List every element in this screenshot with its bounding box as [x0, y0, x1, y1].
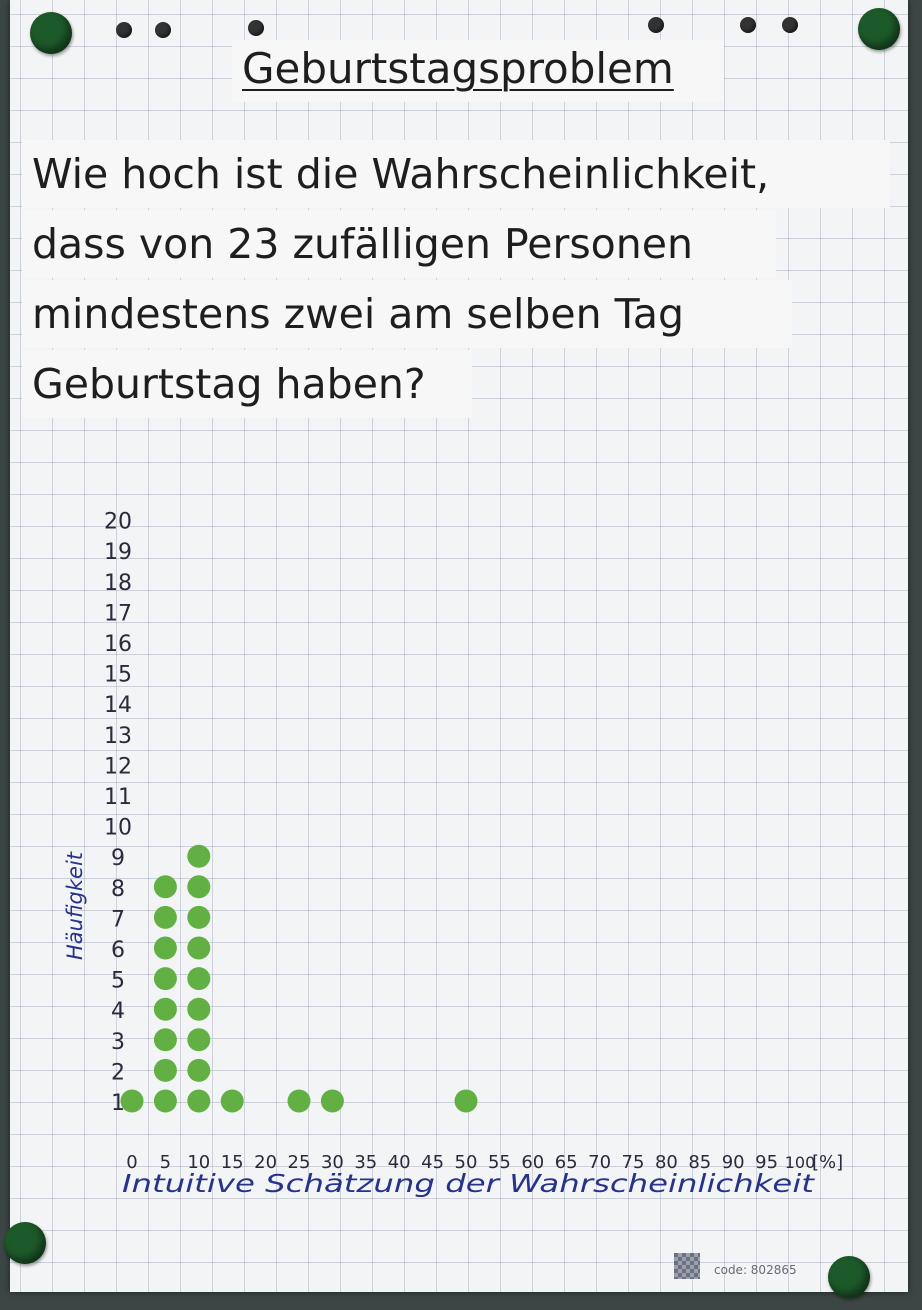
x-tick-label: 40 [388, 1152, 411, 1173]
y-tick-label: 6 [111, 938, 125, 963]
data-dot [454, 1089, 478, 1113]
magnet-icon [30, 12, 72, 54]
data-dot [187, 967, 211, 991]
data-dot [153, 967, 177, 991]
y-tick-label: 10 [104, 816, 132, 841]
y-tick-label: 19 [104, 540, 132, 565]
y-tick-label: 18 [104, 571, 132, 596]
data-dot [153, 1058, 177, 1082]
y-tick-label: 11 [104, 785, 132, 810]
data-dot [120, 1089, 144, 1113]
magnet-icon [828, 1256, 870, 1298]
magnet-icon [248, 20, 264, 36]
data-dot [187, 997, 211, 1021]
x-axis-label: Intuitive Schätzung der Wahrscheinlichke… [122, 1169, 816, 1198]
x-tick-label: 60 [521, 1152, 544, 1173]
title-strip [232, 40, 724, 102]
x-tick-label: 90 [722, 1152, 745, 1173]
data-dot [153, 1089, 177, 1113]
poster-sheet: Geburtstagsproblem Wie hoch ist die Wahr… [10, 0, 908, 1292]
code-label: code: 802865 [714, 1263, 797, 1277]
data-dot [187, 1089, 211, 1113]
x-tick-label: 85 [688, 1152, 711, 1173]
magnet-icon [648, 17, 664, 33]
x-tick-label: 95 [755, 1152, 778, 1173]
x-tick-label: 75 [622, 1152, 645, 1173]
x-tick-label: 15 [221, 1152, 244, 1173]
y-tick-label: 4 [111, 999, 125, 1024]
data-dot [187, 936, 211, 960]
x-axis-unit: [%] [812, 1152, 843, 1173]
y-tick-label: 3 [111, 1030, 125, 1055]
x-tick-label: 20 [254, 1152, 277, 1173]
data-dot [187, 844, 211, 868]
magnet-icon [116, 22, 132, 38]
data-dot [320, 1089, 344, 1113]
y-axis-label: Häufigkeit [63, 851, 87, 960]
data-dot [153, 875, 177, 899]
question-line-4: Geburtstag haben? [22, 350, 472, 418]
magnet-icon [740, 17, 756, 33]
y-tick-label: 16 [104, 632, 132, 657]
y-tick-label: 7 [111, 907, 125, 932]
y-tick-label: 13 [104, 724, 132, 749]
magnet-icon [155, 22, 171, 38]
data-dot [220, 1089, 244, 1113]
qr-code-icon [674, 1253, 700, 1279]
data-dot [287, 1089, 311, 1113]
x-tick-label: 5 [160, 1152, 171, 1173]
x-axis-ticks: 0 5 10 15 20 25 30 35 40 45 50 55 60 65 70 75 80 85 90 95 10… [126, 1152, 815, 1173]
x-tick-label: 30 [321, 1152, 344, 1173]
question-line-3: mindestens zwei am selben Tag [22, 280, 792, 348]
dot-series [120, 844, 478, 1113]
data-dot [187, 905, 211, 929]
data-dot [153, 936, 177, 960]
magnet-icon [858, 8, 900, 50]
x-tick-label: 65 [555, 1152, 578, 1173]
data-dot [187, 875, 211, 899]
y-tick-label: 8 [111, 877, 125, 902]
x-tick-label: 45 [421, 1152, 444, 1173]
y-tick-label: 20 [104, 510, 132, 535]
magnet-icon [782, 17, 798, 33]
question-line-2: dass von 23 zufälligen Personen [22, 210, 776, 278]
y-tick-label: 14 [104, 693, 132, 718]
data-dot [153, 1028, 177, 1052]
data-dot [187, 1058, 211, 1082]
x-tick-label: 0 [126, 1152, 137, 1173]
x-tick-label: 100 [785, 1153, 816, 1172]
y-tick-label: 15 [104, 663, 132, 688]
y-tick-label: 2 [111, 1060, 125, 1085]
x-tick-label: 35 [354, 1152, 377, 1173]
data-dot [153, 905, 177, 929]
x-tick-label: 70 [588, 1152, 611, 1173]
x-tick-label: 10 [187, 1152, 210, 1173]
x-tick-label: 50 [455, 1152, 478, 1173]
y-tick-label: 12 [104, 754, 132, 779]
x-tick-label: 25 [288, 1152, 311, 1173]
x-tick-label: 80 [655, 1152, 678, 1173]
question-line-1: Wie hoch ist die Wahrscheinlichkeit, [22, 140, 890, 208]
data-dot [187, 1028, 211, 1052]
y-tick-label: 9 [111, 846, 125, 871]
page-title: Geburtstagsproblem [242, 44, 674, 93]
y-tick-label: 17 [104, 601, 132, 626]
y-tick-label: 5 [111, 969, 125, 994]
magnet-icon [4, 1222, 46, 1264]
data-dot [153, 997, 177, 1021]
x-tick-label: 55 [488, 1152, 511, 1173]
